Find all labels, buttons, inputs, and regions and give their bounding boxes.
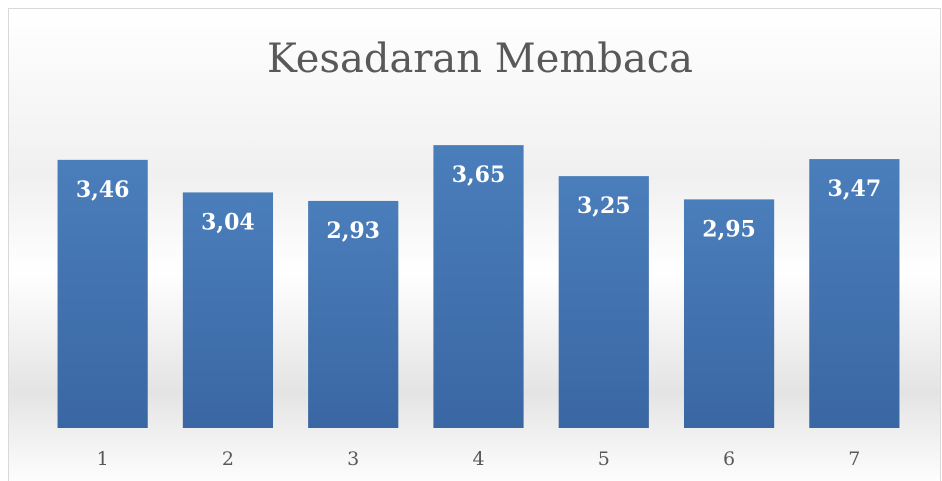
value-label: 2,93 [326,218,380,244]
value-label: 3,47 [828,176,882,202]
bar [558,176,649,428]
x-tick-label: 4 [472,448,484,470]
value-label: 3,04 [201,209,255,235]
x-tick-label: 3 [347,448,359,470]
x-tick-label: 2 [222,448,234,470]
value-label: 3,25 [577,193,631,219]
bar [433,145,524,428]
value-label: 3,46 [76,177,130,203]
x-tick-label: 6 [723,448,735,470]
bar [182,192,274,428]
bar [809,159,900,428]
bar [57,159,148,428]
x-tick-label: 7 [848,448,860,470]
x-tick-label: 5 [598,448,610,470]
x-tick-label: 1 [97,448,109,470]
value-label: 2,95 [702,216,756,242]
bar [683,199,775,428]
value-label: 3,65 [452,162,506,188]
bar [308,200,399,428]
chart-title: Kesadaran Membaca [267,36,693,82]
